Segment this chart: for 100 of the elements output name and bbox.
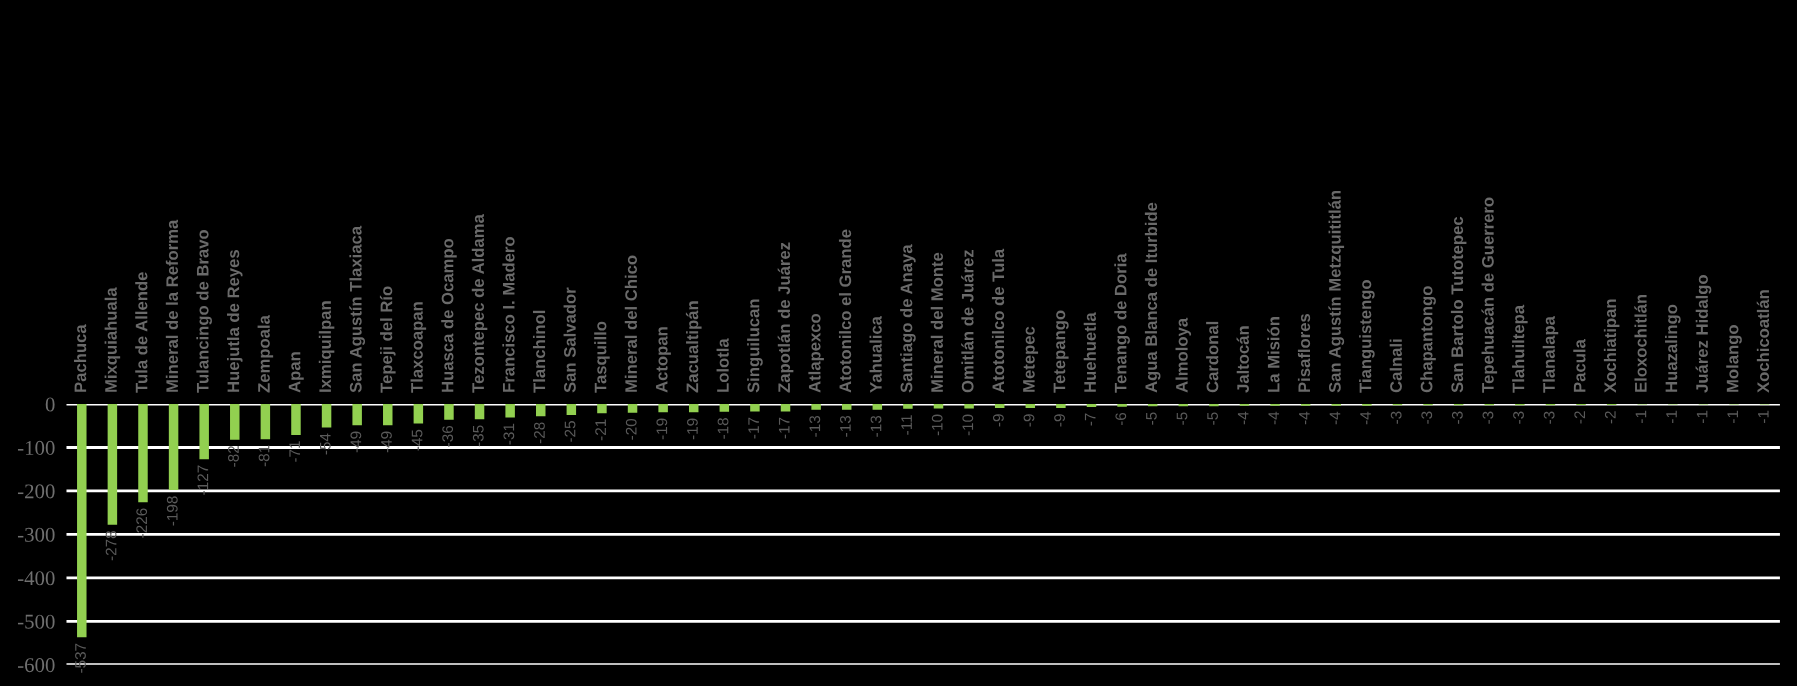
x-tick-label: Pacula <box>1573 339 1586 392</box>
data-label: -19 <box>687 418 698 440</box>
data-label: -198 <box>166 496 178 526</box>
y-tick-label: -100 <box>17 440 55 455</box>
x-tick-label: Huazalingo <box>1665 304 1681 392</box>
data-label: -71 <box>289 441 300 462</box>
data-label: -1 <box>1758 410 1769 423</box>
data-label: -9 <box>1023 414 1035 427</box>
y-tick-label: -500 <box>17 614 55 629</box>
x-tick-label: Tlanchinol <box>532 310 546 393</box>
x-tick-label: Calnali <box>1389 339 1402 393</box>
x-tick-label: Ixmiquilpan <box>318 301 335 392</box>
data-label: -4 <box>1299 411 1310 425</box>
x-tick-label: Tlahuiltepa <box>1512 304 1528 393</box>
x-tick-label: Cardonal <box>1206 321 1219 393</box>
data-label: -49 <box>381 431 392 453</box>
x-tick-label: Mineral de la Reforma <box>165 219 179 392</box>
y-tick-label: -300 <box>17 527 55 542</box>
data-label: -4 <box>1237 411 1249 425</box>
x-tick-label: San Bartolo Tutotepec <box>1450 216 1467 393</box>
data-label: -17 <box>748 417 759 439</box>
x-tick-label: Jaltocán <box>1236 326 1249 393</box>
data-label: -36 <box>442 425 454 447</box>
x-tick-label: Tenango de Doria <box>1114 253 1130 393</box>
data-label: -4 <box>1268 411 1280 425</box>
x-tick-label: Francisco I. Madero <box>502 237 515 392</box>
y-tick-label: 0 <box>45 397 55 412</box>
x-tick-label: San Salvador <box>563 287 576 393</box>
data-label: -21 <box>595 419 606 441</box>
x-tick-label: San Agustín Tlaxiaca <box>349 225 366 393</box>
data-label: -3 <box>1543 411 1555 424</box>
data-label: -5 <box>1176 412 1188 425</box>
data-label: -4 <box>1360 411 1371 425</box>
data-label: -226 <box>136 508 148 538</box>
y-tick-label: -200 <box>17 484 55 499</box>
x-tick-label: Actopan <box>655 327 671 393</box>
data-label: -1 <box>1635 410 1647 423</box>
x-tick-label: Tianguistengo <box>1359 280 1375 393</box>
y-tick-label: -400 <box>17 571 55 586</box>
data-label: -54 <box>320 433 331 455</box>
data-label: -3 <box>1390 411 1402 424</box>
data-label: -13 <box>809 415 821 437</box>
data-label: -2 <box>1574 411 1585 424</box>
x-tick-label: Zacualtipán <box>685 301 702 393</box>
y-tick-label: -600 <box>17 658 55 673</box>
x-tick-label: Apan <box>288 352 304 393</box>
data-label: -6 <box>1115 412 1127 426</box>
data-label: -82 <box>228 446 239 467</box>
x-tick-label: Zapotlán de Juárez <box>777 242 794 393</box>
x-tick-label: Molango <box>1726 325 1742 392</box>
x-tick-label: Mineral del Chico <box>624 255 638 392</box>
data-label: -4 <box>1329 411 1341 425</box>
data-label: -5 <box>1207 412 1218 425</box>
x-tick-label: Tepeji del Río <box>379 286 396 393</box>
data-label: -3 <box>1421 411 1433 424</box>
x-tick-label: La Misión <box>1267 317 1280 392</box>
x-tick-label: Pisaflores <box>1297 313 1311 392</box>
data-label: -20 <box>625 418 637 440</box>
x-tick-label: San Agustín Metzquititlán <box>1328 190 1345 393</box>
data-label: -3 <box>1513 411 1524 424</box>
x-tick-label: Singuilucan <box>747 299 763 393</box>
x-tick-label: Atotonilco el Grande <box>838 229 852 393</box>
data-label: -2 <box>1604 411 1616 424</box>
x-tick-label: Atotonilco de Tula <box>991 248 1005 393</box>
x-tick-label: Mixquiahuala <box>104 287 121 392</box>
x-tick-label: Tulancingo de Bravo <box>196 229 212 393</box>
data-label: -18 <box>717 418 729 439</box>
data-label: -81 <box>258 445 270 467</box>
x-tick-label: Tula de Allende <box>135 272 148 393</box>
x-tick-label: Santiago de Anaya <box>900 244 916 393</box>
data-label: -1 <box>1696 410 1708 423</box>
x-tick-label: Tetepango <box>1053 310 1069 393</box>
x-tick-label: Zempoala <box>257 315 274 393</box>
data-label: -278 <box>105 531 117 561</box>
x-tick-label: Tasquillo <box>594 321 610 393</box>
x-tick-label: Chapantongo <box>1420 286 1436 393</box>
data-label: -19 <box>656 418 668 440</box>
data-label: -7 <box>1084 413 1096 426</box>
x-tick-label: Xochicoatlán <box>1756 290 1770 393</box>
x-tick-label: Huejutla de Reyes <box>227 250 243 392</box>
data-label: -10 <box>962 414 974 436</box>
x-tick-label: Huasca de Ocampo <box>441 238 457 392</box>
x-tick-label: Atlapexco <box>808 313 824 393</box>
x-tick-label: Pachuca <box>74 324 87 392</box>
data-label: -17 <box>778 417 790 439</box>
x-tick-label: Agua Blanca de Iturbide <box>1144 202 1161 393</box>
data-label: -1 <box>1666 410 1677 423</box>
data-label: -31 <box>503 423 515 445</box>
x-tick-label: Huehuetla <box>1083 312 1096 392</box>
data-label: -3 <box>1451 411 1463 424</box>
x-tick-label: Juárez Hidalgo <box>1695 275 1712 393</box>
data-label: -1 <box>1727 410 1738 423</box>
x-tick-label: Tlaxcoapan <box>410 302 427 393</box>
data-label: -45 <box>411 429 423 451</box>
data-label: -25 <box>564 421 576 442</box>
x-tick-label: Mineral del Monte <box>930 252 943 392</box>
x-tick-label: Omitlán de Juárez <box>961 249 974 393</box>
x-tick-label: Lolotla <box>716 338 729 392</box>
data-label: -11 <box>901 415 912 435</box>
data-label: -9 <box>1054 414 1065 427</box>
